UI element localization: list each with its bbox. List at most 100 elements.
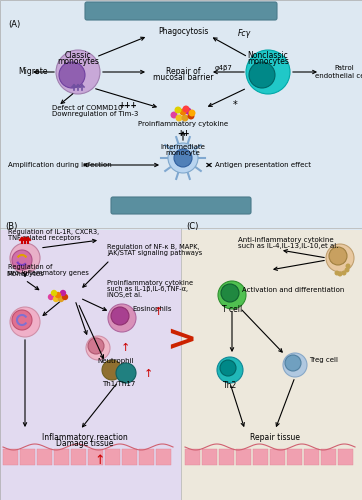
Text: Anti-inflammatory cytokine: Anti-inflammatory cytokine <box>238 237 334 243</box>
FancyBboxPatch shape <box>111 197 251 214</box>
Circle shape <box>111 307 129 325</box>
Text: Classic: Classic <box>65 52 91 60</box>
Text: Inflammatory reaction: Inflammatory reaction <box>42 434 128 442</box>
Text: iNOS,et al.: iNOS,et al. <box>107 292 142 298</box>
Circle shape <box>249 62 275 88</box>
Circle shape <box>12 310 32 330</box>
FancyBboxPatch shape <box>304 449 319 465</box>
Circle shape <box>217 357 243 383</box>
Text: such as IL-1β,IL-6,TNF-α,: such as IL-1β,IL-6,TNF-α, <box>107 286 188 292</box>
Text: Th1/Th17: Th1/Th17 <box>102 381 136 387</box>
FancyBboxPatch shape <box>122 449 137 465</box>
Text: monocytes: monocytes <box>247 58 289 66</box>
Circle shape <box>181 114 189 121</box>
Circle shape <box>285 355 301 371</box>
FancyBboxPatch shape <box>37 449 52 465</box>
Text: Regulation of IL-1R, CXCR3,: Regulation of IL-1R, CXCR3, <box>8 229 99 235</box>
Circle shape <box>62 294 68 300</box>
Text: +++: +++ <box>119 100 137 110</box>
Text: mucosal barrier: mucosal barrier <box>153 72 213 82</box>
Text: Defect of COMMD10: Defect of COMMD10 <box>52 105 122 111</box>
Text: Antigen presentation effect: Antigen presentation effect <box>215 162 311 168</box>
Text: Repair of: Repair of <box>166 66 200 76</box>
FancyBboxPatch shape <box>287 449 302 465</box>
Text: such as IL-4,IL-13,IL-10,et al.: such as IL-4,IL-13,IL-10,et al. <box>238 243 338 249</box>
Text: TNF related receptors: TNF related receptors <box>8 235 80 241</box>
Circle shape <box>48 294 54 300</box>
FancyBboxPatch shape <box>219 449 234 465</box>
Text: Duality of monocytes: Duality of monocytes <box>133 202 229 210</box>
Text: α4β7: α4β7 <box>215 65 233 71</box>
Text: Damage tissue: Damage tissue <box>56 440 114 448</box>
Circle shape <box>182 106 189 112</box>
Text: Intermediate: Intermediate <box>161 144 206 150</box>
Text: ↑: ↑ <box>143 369 153 379</box>
Circle shape <box>334 270 340 276</box>
FancyBboxPatch shape <box>71 449 86 465</box>
Text: Th2: Th2 <box>223 380 237 390</box>
Bar <box>0 230 181 500</box>
Text: Patrol
endothelial cells: Patrol endothelial cells <box>315 66 362 78</box>
Text: (A): (A) <box>8 20 20 28</box>
Circle shape <box>55 292 61 298</box>
FancyBboxPatch shape <box>3 449 18 465</box>
Text: Amplification during infection: Amplification during infection <box>8 162 112 168</box>
Circle shape <box>171 112 177 118</box>
Circle shape <box>168 143 198 173</box>
Circle shape <box>60 290 66 296</box>
Bar <box>0 0 362 230</box>
Text: monocyte: monocyte <box>166 150 201 156</box>
Text: ++: ++ <box>177 130 189 138</box>
Circle shape <box>116 363 136 383</box>
Text: (B): (B) <box>5 222 17 230</box>
Circle shape <box>56 50 100 94</box>
Circle shape <box>180 108 186 116</box>
Circle shape <box>10 307 40 337</box>
Text: Proinflammatory cytokine: Proinflammatory cytokine <box>107 280 193 286</box>
Circle shape <box>88 338 104 354</box>
Circle shape <box>221 284 239 302</box>
FancyBboxPatch shape <box>88 449 103 465</box>
Text: Monocytes: Monocytes <box>6 271 44 277</box>
Text: Fcγ: Fcγ <box>238 28 251 38</box>
Circle shape <box>345 268 349 272</box>
Circle shape <box>59 62 85 88</box>
Text: T cell: T cell <box>222 306 242 314</box>
FancyBboxPatch shape <box>253 449 268 465</box>
Text: monocytes: monocytes <box>57 58 99 66</box>
Text: ↑: ↑ <box>120 343 130 353</box>
FancyBboxPatch shape <box>105 449 120 465</box>
Text: Treg cell: Treg cell <box>309 357 338 363</box>
Circle shape <box>102 360 122 380</box>
Bar <box>181 230 362 500</box>
FancyBboxPatch shape <box>338 449 353 465</box>
Text: Activation and differentiation: Activation and differentiation <box>242 287 344 293</box>
Text: Heterogeneity of monocyte subset: Heterogeneity of monocyte subset <box>104 6 262 16</box>
Text: pro-inflammatory genes: pro-inflammatory genes <box>8 270 89 276</box>
Circle shape <box>58 296 64 302</box>
Text: Regulation of: Regulation of <box>8 264 52 270</box>
Circle shape <box>218 281 246 309</box>
Circle shape <box>185 108 191 114</box>
Circle shape <box>176 114 182 121</box>
Text: (C): (C) <box>186 222 198 230</box>
Text: Regulation of NF-κ B, MAPK,: Regulation of NF-κ B, MAPK, <box>107 244 199 250</box>
Circle shape <box>86 336 110 360</box>
Text: Proinflammatory cytokine: Proinflammatory cytokine <box>138 121 228 127</box>
Circle shape <box>326 244 354 272</box>
Circle shape <box>189 110 195 116</box>
Text: ↑: ↑ <box>95 454 105 466</box>
Circle shape <box>10 243 40 273</box>
Circle shape <box>337 272 342 276</box>
Circle shape <box>220 360 236 376</box>
Circle shape <box>53 296 59 302</box>
Circle shape <box>174 106 181 114</box>
Text: JAK/STAT signaling pathways: JAK/STAT signaling pathways <box>107 250 202 256</box>
Text: Phagocytosis: Phagocytosis <box>158 28 208 36</box>
Text: ↑: ↑ <box>153 307 163 317</box>
Circle shape <box>174 149 192 167</box>
Text: Migrate: Migrate <box>18 68 47 76</box>
Text: Downregulation of Tim-3: Downregulation of Tim-3 <box>52 111 138 117</box>
Text: Neutrophil: Neutrophil <box>97 358 134 364</box>
Text: >: > <box>166 323 196 357</box>
